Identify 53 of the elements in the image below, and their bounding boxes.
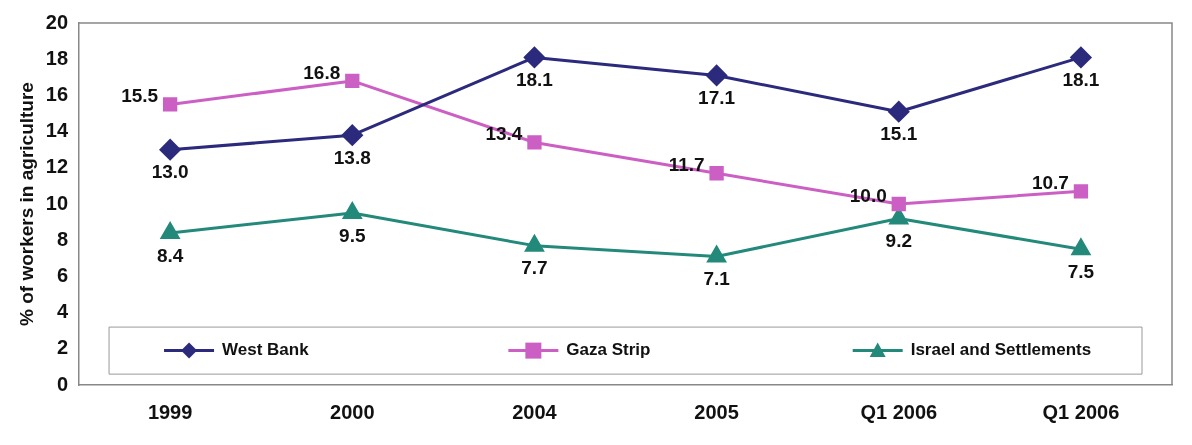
data-label: 15.1 [880, 123, 918, 145]
y-tick-label: 6 [56, 263, 69, 286]
data-label: 13.8 [333, 146, 371, 168]
point [159, 139, 181, 161]
x-tick-label: Q1 2006 [860, 400, 938, 423]
point [891, 196, 906, 212]
point [709, 166, 724, 181]
data-label: 9.5 [339, 224, 366, 246]
x-tick-label: 1999 [147, 400, 193, 423]
point [1070, 46, 1092, 68]
data-label: 18.1 [1062, 69, 1100, 91]
y-tick-label: 14 [45, 119, 69, 142]
y-tick-label: 0 [56, 372, 69, 395]
data-label: 18.1 [515, 69, 554, 91]
x-tick-label: 2005 [694, 400, 739, 423]
data-label: 16.8 [303, 61, 341, 83]
data-label: 9.2 [885, 230, 912, 252]
x-tick-label: Q1 2006 [1042, 400, 1120, 423]
y-tick-label: 18 [45, 46, 69, 69]
data-label: 10.7 [1031, 172, 1069, 194]
y-axis-title: % of workers in agriculture [15, 82, 37, 326]
point [523, 46, 545, 68]
data-label: 15.5 [121, 85, 159, 107]
y-tick-label: 16 [45, 82, 69, 105]
point [888, 101, 910, 123]
point [160, 222, 180, 239]
data-label: 7.7 [521, 257, 548, 279]
point [525, 235, 544, 252]
y-tick-label: 12 [45, 155, 69, 178]
data-label: 7.1 [703, 268, 731, 290]
legend-label: Gaza Strip [566, 340, 651, 360]
data-label: 17.1 [698, 87, 736, 109]
x-tick-label: 2000 [330, 400, 375, 423]
point [341, 124, 363, 146]
data-label: 8.4 [156, 244, 184, 266]
y-tick-label: 8 [56, 227, 69, 250]
y-tick-label: 10 [45, 191, 69, 214]
point [1071, 238, 1091, 256]
point [162, 97, 178, 112]
point [707, 245, 726, 263]
y-tick-label: 2 [56, 336, 69, 359]
y-tick-label: 4 [56, 300, 69, 323]
y-tick-label: 20 [45, 10, 69, 33]
data-label: 7.5 [1067, 260, 1095, 282]
data-label: 13.0 [151, 161, 189, 183]
x-tick-label: 2004 [512, 400, 558, 423]
point [706, 64, 728, 86]
legend-label: West Bank [222, 340, 310, 360]
point [527, 135, 542, 150]
point [345, 73, 360, 89]
point [342, 202, 362, 220]
point [1073, 184, 1089, 199]
legend-label: Israel and Settlements [910, 340, 1092, 360]
